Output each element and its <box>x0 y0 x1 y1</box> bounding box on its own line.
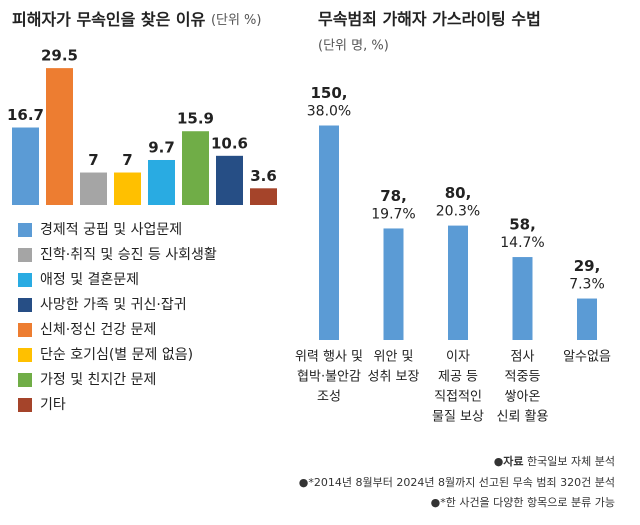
value-label: 10.6 <box>211 134 248 152</box>
legend-label: 단순 호기심(별 문제 없음) <box>40 347 193 363</box>
percent-label: 20.3% <box>436 204 480 220</box>
bar <box>383 228 404 340</box>
legend-label: 기타 <box>40 397 66 413</box>
bar <box>577 298 597 340</box>
legend-label: 경제적 궁핍 및 사업문제 <box>40 222 182 238</box>
source: ●자료 한국일보 자체 분석 <box>494 454 615 468</box>
legend-label: 가정 및 친지간 문제 <box>40 372 156 388</box>
value-label: 78, <box>380 187 407 205</box>
bar <box>216 155 243 205</box>
value-label: 58, <box>509 216 536 234</box>
legend-swatch <box>18 348 32 362</box>
bar <box>12 127 39 205</box>
bar <box>46 68 73 206</box>
category-label: 위력 행사 및 <box>295 349 363 365</box>
value-label: 7 <box>122 151 132 169</box>
bar <box>512 257 533 340</box>
value-label: 7 <box>88 151 98 169</box>
category-label: 제공 등 <box>438 370 478 385</box>
note: ●*2014년 8월부터 2024년 8월까지 선고된 무속 범죄 320건 분… <box>299 476 615 489</box>
legend-label: 애정 및 결혼문제 <box>40 272 139 288</box>
value-label: 29.5 <box>41 47 78 65</box>
category-label: 점사 <box>511 350 535 365</box>
category-label: 이자 <box>446 350 470 365</box>
category-label: 협박·불안감 <box>297 370 361 385</box>
value-label: 16.7 <box>7 106 44 124</box>
right-unit: (단위 명, %) <box>318 39 389 54</box>
value-label: 15.9 <box>177 110 214 128</box>
value-label: 80, <box>445 184 472 202</box>
category-label: 위안 및 <box>373 350 413 365</box>
note-text: *2014년 8월부터 2024년 8월까지 선고된 무속 범죄 320건 분석 <box>308 476 615 489</box>
category-label: 적중등 <box>505 370 541 385</box>
legend-swatch <box>18 298 32 312</box>
value-label: 150, <box>310 84 347 102</box>
bar <box>250 188 277 205</box>
source-text: 한국일보 자체 분석 <box>527 454 615 468</box>
legend-swatch <box>18 223 32 237</box>
source-label: 자료 <box>503 454 523 468</box>
left-title: 피해자가 무속인을 찾은 이유 <box>12 10 206 29</box>
category-label: 조성 <box>317 390 341 405</box>
legend-swatch <box>18 373 32 387</box>
value-label: 29, <box>574 257 601 275</box>
bar <box>448 225 468 340</box>
percent-label: 14.7% <box>500 235 544 251</box>
left-unit: (단위 %) <box>211 13 262 28</box>
legend-label: 신체·정신 건강 문제 <box>40 322 156 338</box>
value-label: 3.6 <box>250 167 277 185</box>
bar <box>319 125 339 340</box>
category-label: 알수없음 <box>563 350 611 365</box>
bar <box>148 159 175 205</box>
category-label: 물질 보상 <box>432 410 484 425</box>
bar <box>80 172 107 205</box>
legend-label: 사망한 가족 및 귀신·잡귀 <box>40 297 187 313</box>
legend-label: 진학·취직 및 승진 등 사회생활 <box>40 247 217 263</box>
category-label: 성취 보장 <box>368 370 420 385</box>
category-label: 직접적인 <box>434 390 482 405</box>
note: ●*한 사건을 다양한 항목으로 분류 가능 <box>431 496 615 509</box>
legend-swatch <box>18 248 32 262</box>
category-label: 쌓아온 <box>505 390 541 405</box>
bar <box>182 131 209 205</box>
legend-swatch <box>18 398 32 412</box>
category-label: 신뢰 활용 <box>497 410 549 425</box>
note-text: *한 사건을 다양한 항목으로 분류 가능 <box>440 496 615 509</box>
legend-swatch <box>18 323 32 337</box>
bar <box>114 172 141 205</box>
percent-label: 7.3% <box>569 277 605 293</box>
percent-label: 38.0% <box>307 104 351 120</box>
value-label: 9.7 <box>148 138 175 156</box>
percent-label: 19.7% <box>371 206 415 222</box>
left-title-line: 피해자가 무속인을 찾은 이유 (단위 %) <box>12 10 262 29</box>
legend-swatch <box>18 273 32 287</box>
right-title: 무속범죄 가해자 가스라이팅 수법 <box>318 10 541 29</box>
